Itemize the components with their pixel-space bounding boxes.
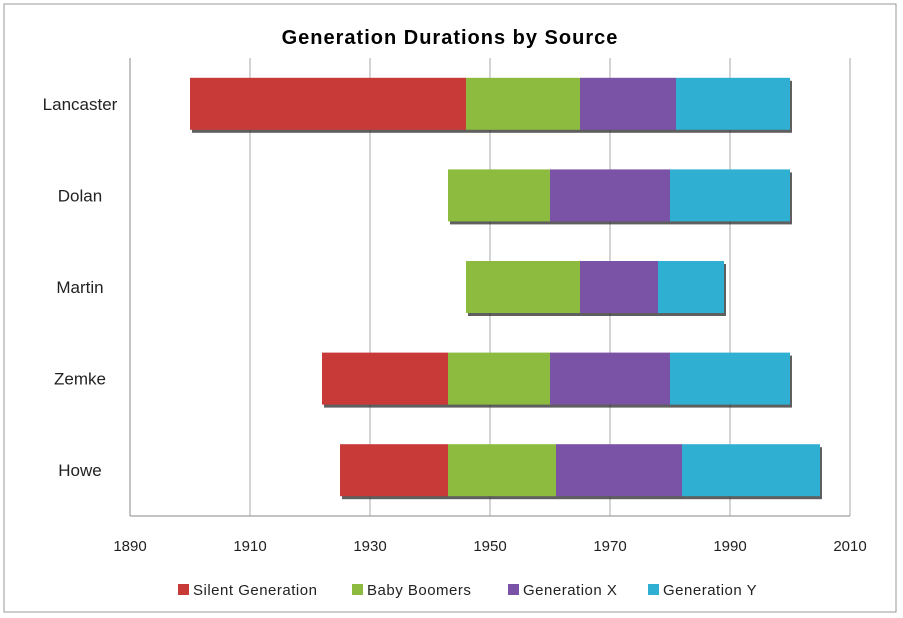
legend-swatch [508, 584, 519, 595]
x-tick-label: 1890 [113, 538, 146, 555]
x-tick-label: 1950 [473, 538, 506, 555]
legend-label: Generation Y [663, 582, 757, 599]
bar-segment [670, 352, 790, 405]
bar-segment [190, 77, 466, 130]
bar-segment [448, 444, 556, 497]
bar-segment [580, 77, 676, 130]
bar-segment [466, 77, 580, 130]
y-category-label: Martin [56, 278, 103, 297]
bar-segment [466, 261, 580, 313]
bar-segment [448, 169, 550, 222]
x-tick-label: 1990 [713, 538, 746, 555]
bar-segment [670, 169, 790, 222]
legend-swatch [648, 584, 659, 595]
legend-label: Silent Generation [193, 582, 317, 599]
y-category-label: Lancaster [43, 95, 118, 114]
chart-title: Generation Durations by Source [282, 27, 619, 49]
legend-swatch [178, 584, 189, 595]
bar-segment [682, 444, 820, 497]
legend-label: Generation X [523, 582, 617, 599]
bar-segment [676, 77, 790, 130]
bar-segment [340, 444, 448, 497]
bar-segment [322, 352, 448, 405]
bar-segment [658, 261, 724, 313]
y-category-label: Howe [58, 461, 101, 480]
bar-segment [448, 352, 550, 405]
bar-segment [580, 261, 658, 313]
x-tick-label: 1910 [233, 538, 266, 555]
legend-label: Baby Boomers [367, 582, 471, 599]
legend-swatch [352, 584, 363, 595]
bar-segment [556, 444, 682, 497]
y-category-label: Dolan [58, 186, 102, 205]
y-category-label: Zemke [54, 370, 106, 389]
bar-segment [550, 169, 670, 222]
bar-segment [550, 352, 670, 405]
x-tick-label: 1930 [353, 538, 386, 555]
x-tick-label: 1970 [593, 538, 626, 555]
x-tick-label: 2010 [833, 538, 866, 555]
